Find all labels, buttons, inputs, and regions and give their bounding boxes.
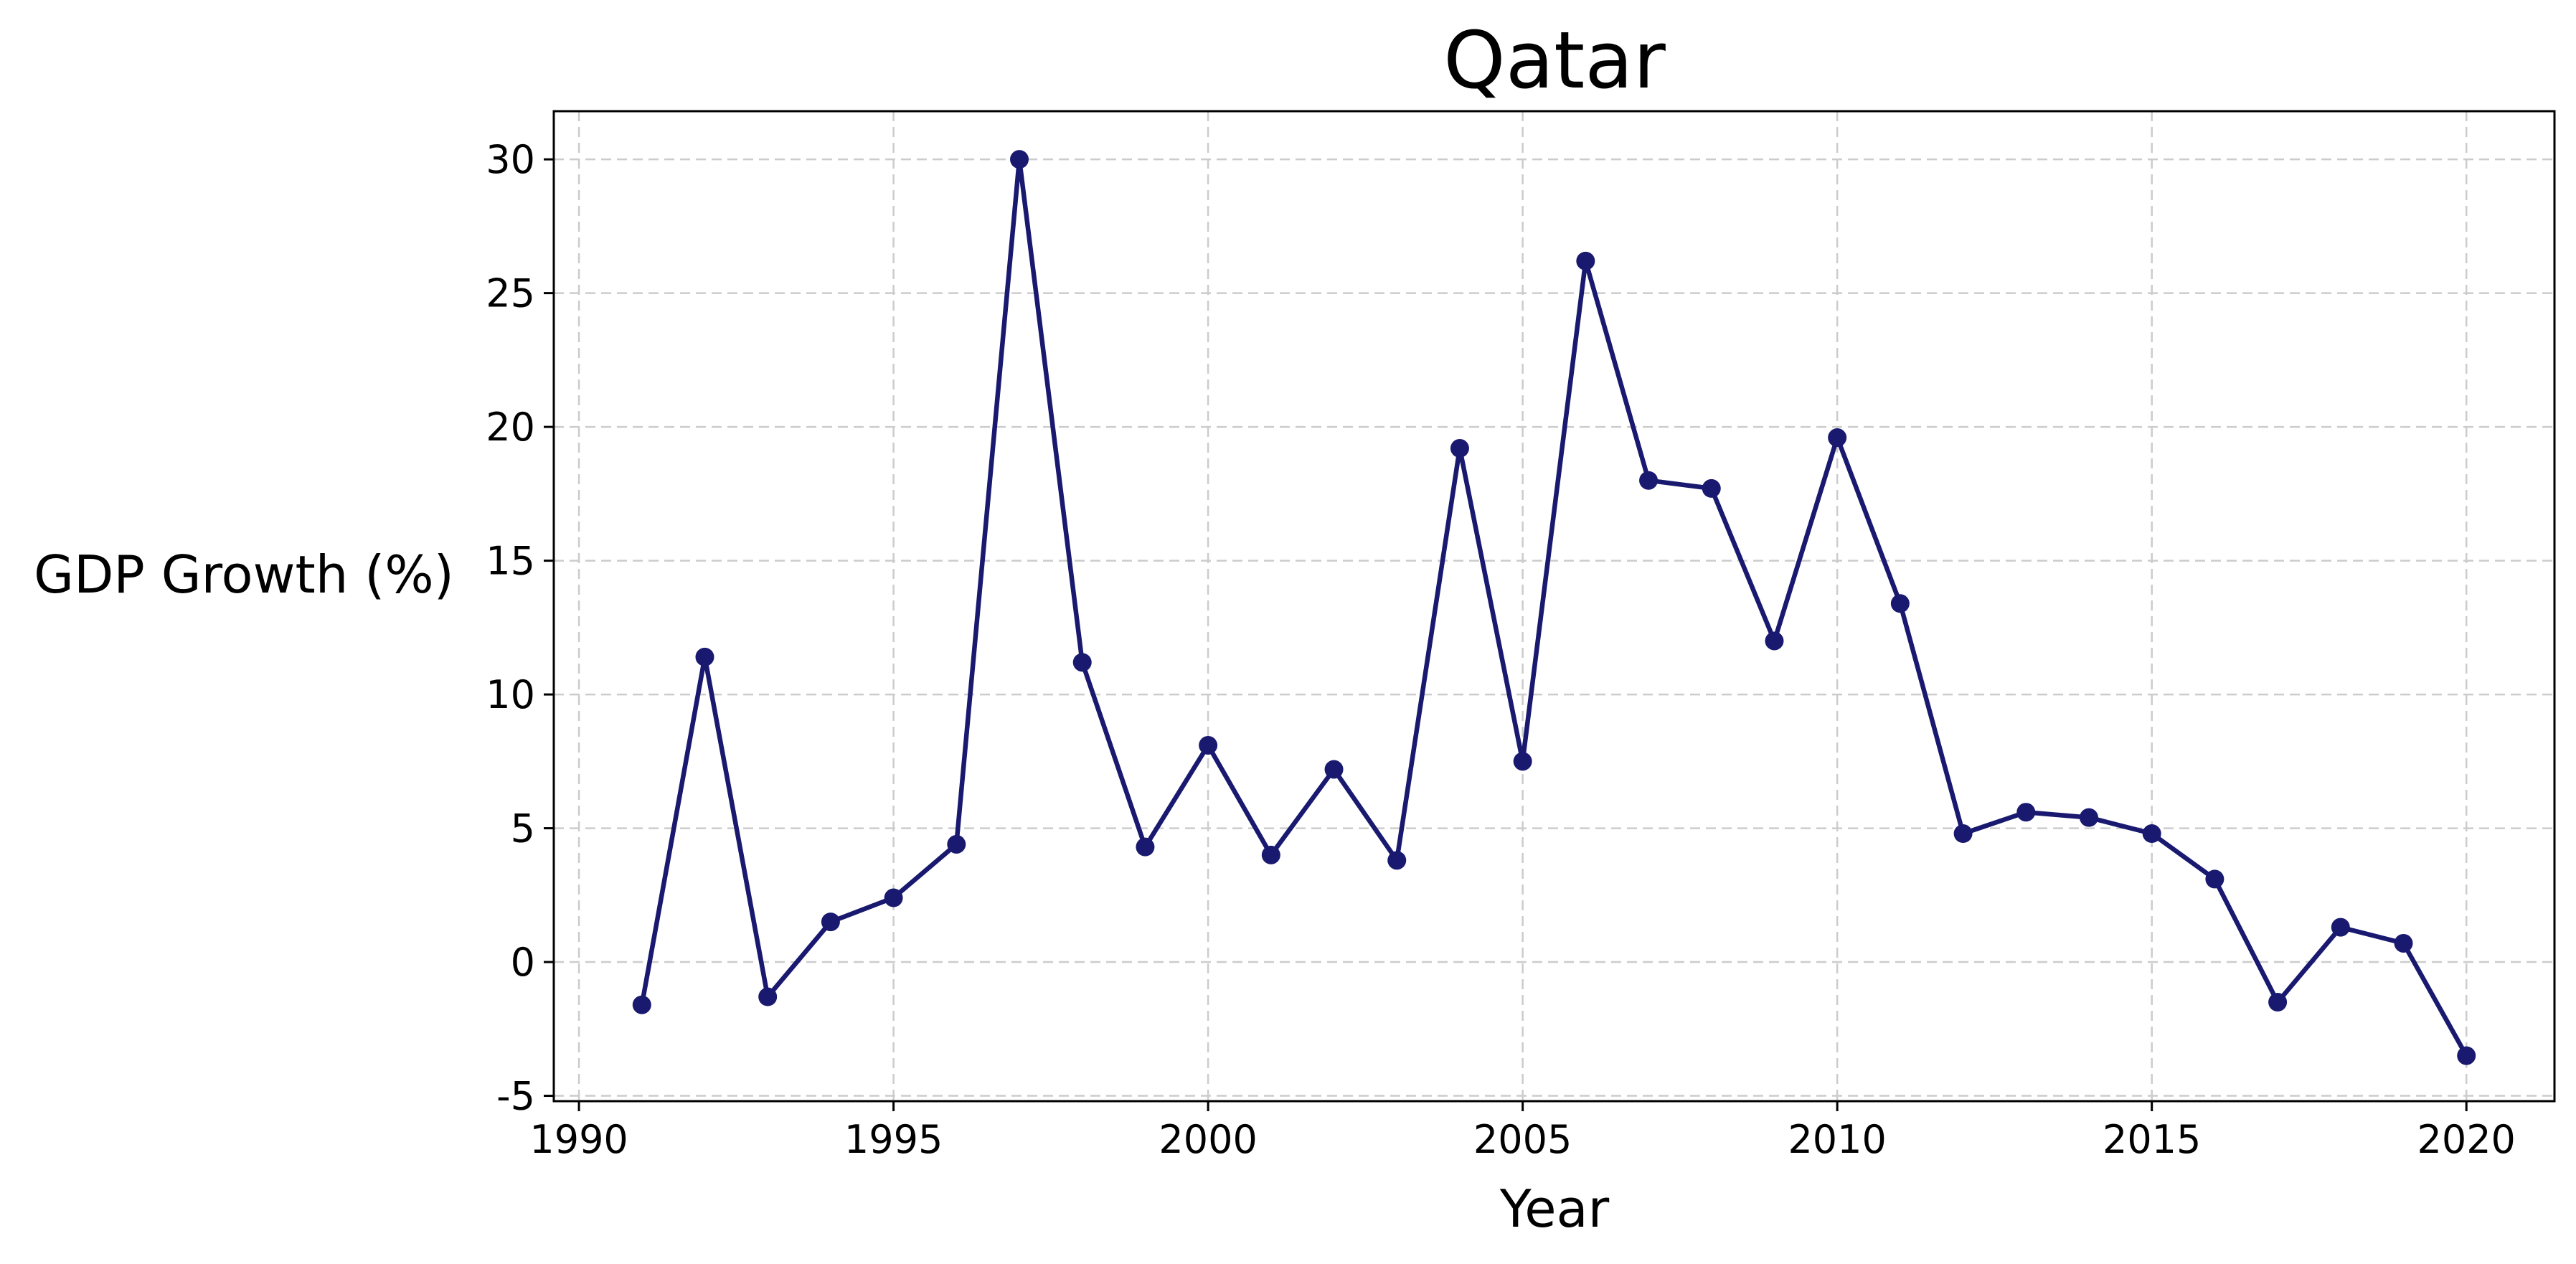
data-point-2002 — [1324, 760, 1344, 779]
data-point-1995 — [884, 888, 903, 907]
data-point-1999 — [1136, 837, 1155, 857]
y-tick-label: -5 — [496, 1074, 535, 1119]
data-point-2018 — [2331, 918, 2350, 937]
data-point-1998 — [1072, 653, 1092, 672]
axes: 1990 1995 2000 2005 2010 2015 2020 -5 0 5 10 15 20 25… — [486, 110, 2556, 1162]
data-point-2013 — [2016, 803, 2036, 822]
data-point-2003 — [1387, 851, 1407, 870]
data-point-2015 — [2142, 824, 2161, 844]
y-tick-label: 10 — [486, 672, 535, 717]
grid-lines — [554, 111, 2554, 1101]
data-point-2014 — [2079, 808, 2098, 827]
data-point-2019 — [2394, 933, 2413, 953]
plot-frame — [552, 110, 2556, 1103]
y-tick-label: 30 — [486, 137, 535, 182]
x-tick-label: 2010 — [1788, 1117, 1886, 1162]
y-tick-label: 20 — [486, 405, 535, 450]
x-tick-label: 2020 — [2417, 1117, 2515, 1162]
x-tick-label: 1995 — [844, 1117, 943, 1162]
data-point-1997 — [1010, 150, 1029, 169]
data-point-1996 — [947, 834, 966, 854]
data-point-2007 — [1639, 471, 1659, 490]
data-point-1991 — [632, 995, 651, 1014]
x-tick-label: 2000 — [1159, 1117, 1257, 1162]
x-tick-label: 2005 — [1473, 1117, 1572, 1162]
data-point-2001 — [1261, 845, 1280, 864]
data-point-1993 — [758, 987, 778, 1006]
data-point-2010 — [1828, 428, 1847, 448]
x-tick-label: 1990 — [529, 1117, 628, 1162]
data-point-1992 — [695, 647, 714, 666]
y-tick-label: 5 — [511, 806, 535, 852]
data-point-2017 — [2268, 993, 2288, 1011]
data-point-2000 — [1199, 735, 1218, 755]
data-series — [632, 150, 2476, 1065]
x-axis-label: Year — [1499, 1179, 1610, 1239]
data-point-2012 — [1953, 824, 1973, 844]
data-point-2004 — [1450, 438, 1469, 458]
y-axis-label: GDP Growth (%) — [34, 544, 454, 605]
y-tick-label: 25 — [486, 271, 535, 316]
data-point-2016 — [2205, 869, 2224, 889]
data-point-1994 — [821, 912, 840, 932]
data-point-2008 — [1702, 478, 1721, 498]
data-point-2011 — [1890, 594, 1910, 613]
chart-title: Qatar — [1443, 14, 1666, 106]
x-tick-label: 2015 — [2103, 1117, 2201, 1162]
data-point-2006 — [1576, 251, 1595, 270]
data-point-2009 — [1765, 631, 1784, 651]
y-tick-label: 15 — [486, 539, 535, 584]
series-line — [639, 156, 2469, 1058]
data-point-2005 — [1513, 752, 1532, 771]
y-tick-label: 0 — [511, 940, 535, 985]
data-point-2020 — [2457, 1046, 2476, 1065]
